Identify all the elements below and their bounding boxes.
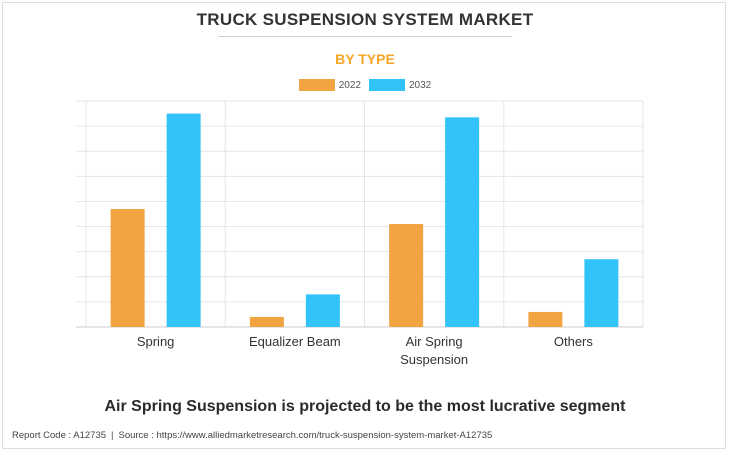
footer: Report Code : A12735 | Source : https://ww… xyxy=(12,430,492,441)
chart-title: TRUCK SUSPENSION SYSTEM MARKET xyxy=(196,10,534,29)
bar-others-2032 xyxy=(584,259,619,327)
legend-swatch-2032 xyxy=(369,79,405,91)
legend-swatch-2022 xyxy=(298,79,335,91)
chart-subtitle: BY TYPE xyxy=(335,51,395,67)
x-tick-label: Equalizer Beam xyxy=(249,334,341,349)
x-tick-label: Others xyxy=(554,334,594,349)
legend-label-2022: 2022 xyxy=(338,79,361,91)
chart-headline: Air Spring Suspension is projected to be… xyxy=(104,398,626,415)
bar-air-spring-suspension-2032 xyxy=(445,117,480,327)
source-text: Source : https://www.alliedmarketresearc… xyxy=(118,430,493,441)
bar-chart: Spring Equalizer Beam Air Spring Suspension… xyxy=(76,100,644,367)
report-code: Report Code : A12735 xyxy=(12,430,107,441)
legend-item-2032[interactable]: 2032 xyxy=(369,79,431,91)
legend-item-2022[interactable]: 2022 xyxy=(298,79,361,91)
title-divider xyxy=(218,36,512,37)
x-tick-label: Suspension xyxy=(400,352,468,367)
bar-others-2022 xyxy=(528,311,563,327)
x-tick-label: Spring xyxy=(137,334,175,349)
footer-separator: | xyxy=(111,430,114,441)
x-tick-label: Air Spring xyxy=(406,334,463,349)
legend-label-2032: 2032 xyxy=(409,79,432,91)
bar-spring-2022 xyxy=(110,208,145,327)
bar-spring-2032 xyxy=(166,113,201,327)
bar-air-spring-suspension-2022 xyxy=(389,224,424,327)
bar-equalizer-beam-2032 xyxy=(305,294,340,327)
bar-equalizer-beam-2022 xyxy=(249,316,284,327)
legend: 2022 2032 xyxy=(0,79,730,91)
